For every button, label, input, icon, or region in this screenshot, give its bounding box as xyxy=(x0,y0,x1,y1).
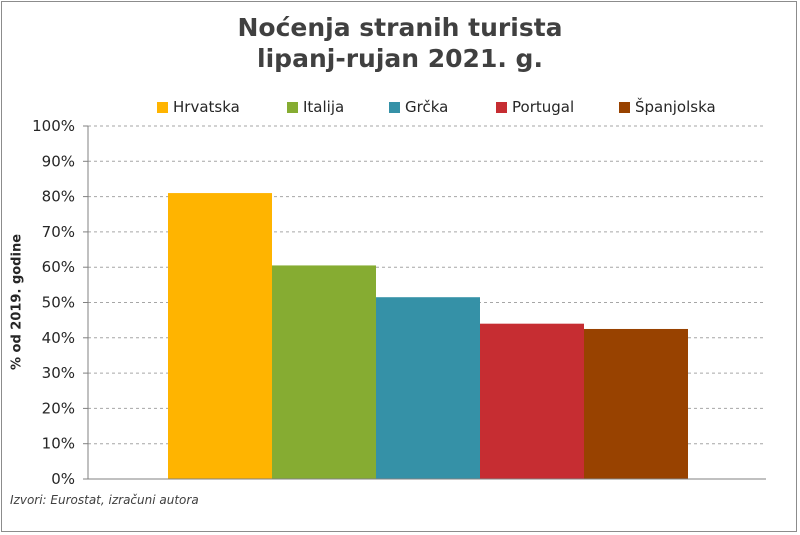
legend-item-italija: Italija xyxy=(287,96,344,118)
legend-label-hrvatska: Hrvatska xyxy=(173,98,240,116)
legend-item-portugal: Portugal xyxy=(496,96,574,118)
chart-title: Noćenja stranih turista lipanj-rujan 202… xyxy=(0,12,800,74)
legend-swatch-hrvatska xyxy=(157,101,168,113)
bar-hrvatska xyxy=(168,193,272,479)
legend-item-grcka: Grčka xyxy=(389,96,448,118)
legend-swatch-grcka xyxy=(389,101,400,113)
legend-label-portugal: Portugal xyxy=(512,98,575,116)
bar-portugal xyxy=(480,323,584,479)
legend-item-hrvatska: Hrvatska xyxy=(157,96,240,118)
source-note: Izvori: Eurostat, izračuni autora xyxy=(10,493,199,507)
legend-label-spanjolska: Španjolska xyxy=(635,98,716,116)
bar-španjolska xyxy=(584,328,688,479)
y-tick-label: 30% xyxy=(42,364,75,382)
chart-title-line2: lipanj-rujan 2021. g. xyxy=(257,44,543,73)
y-tick-label: 100% xyxy=(32,117,75,135)
y-axis-title: % od 2019. godine xyxy=(9,233,25,371)
y-tick-label: 50% xyxy=(42,294,75,312)
y-tick-label: 0% xyxy=(51,470,75,488)
legend-label-grcka: Grčka xyxy=(405,98,449,116)
legend-swatch-portugal xyxy=(496,101,507,113)
y-tick-label: 90% xyxy=(42,152,75,170)
legend-label-italija: Italija xyxy=(303,98,345,116)
chart-legend: Hrvatska Italija Grčka Portugal Španjols… xyxy=(0,96,800,118)
chart-title-line1: Noćenja stranih turista xyxy=(237,13,563,42)
y-tick-label: 80% xyxy=(42,188,75,206)
y-tick-label: 40% xyxy=(42,329,75,347)
legend-swatch-italija xyxy=(287,101,298,113)
y-tick-label: 60% xyxy=(42,258,75,276)
y-tick-label: 10% xyxy=(42,435,75,453)
bar-italija xyxy=(272,265,376,479)
legend-swatch-spanjolska xyxy=(619,101,630,113)
bar-grčka xyxy=(376,297,480,479)
y-tick-label: 20% xyxy=(42,399,75,417)
y-tick-label: 70% xyxy=(42,223,75,241)
legend-item-spanjolska: Španjolska xyxy=(619,96,716,118)
